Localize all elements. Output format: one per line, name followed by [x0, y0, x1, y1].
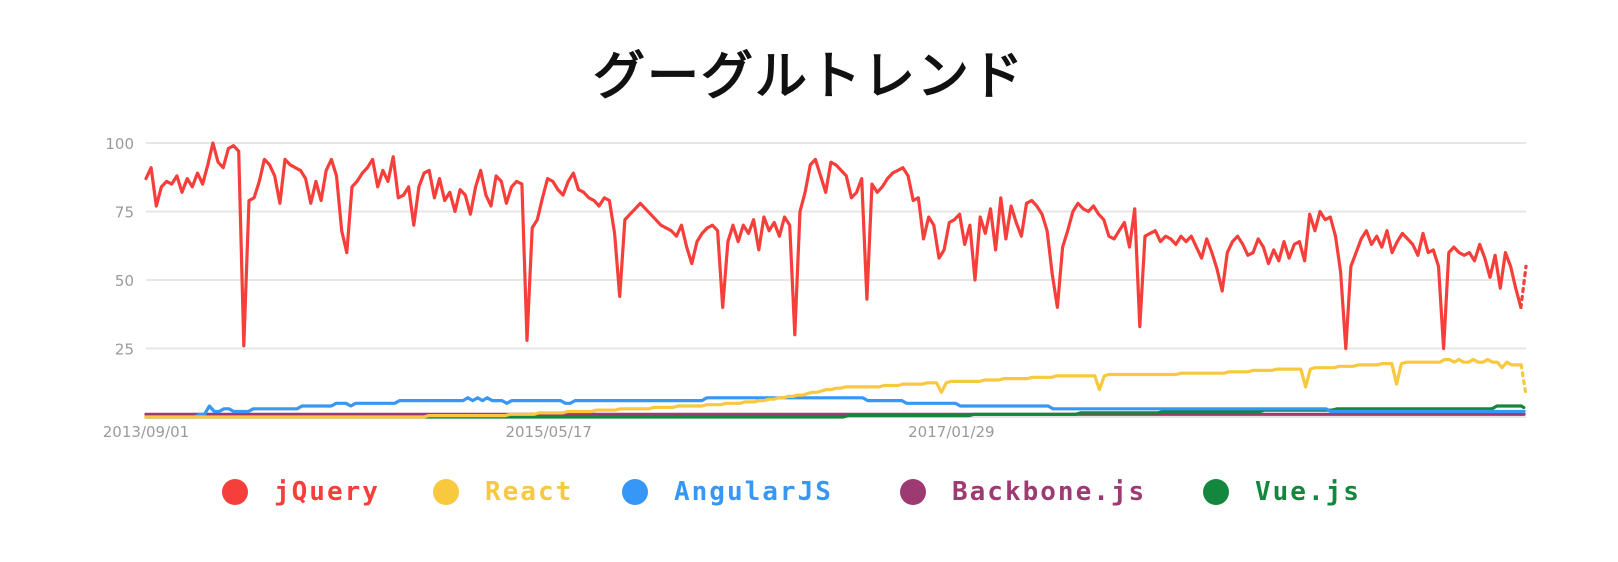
- legend-item-vue: Vue.js: [1203, 470, 1361, 514]
- legend-item-react: React: [433, 470, 573, 514]
- legend-swatch: [1203, 479, 1229, 505]
- series-line-angularjs: [144, 396, 1523, 419]
- x-tick-label: 2017/01/29: [908, 423, 994, 441]
- series-line-jquery: [144, 141, 1523, 351]
- series-partial-segment-jquery: [1519, 264, 1528, 309]
- series-line-react: [144, 357, 1523, 419]
- legend-swatch: [622, 479, 648, 505]
- series-partial-segment-vue: [1519, 404, 1528, 411]
- legend-label: Backbone.js: [952, 477, 1147, 507]
- x-tick-label: 2013/09/01: [103, 423, 189, 441]
- legend-swatch: [433, 479, 459, 505]
- legend-item-backbone: Backbone.js: [900, 470, 1146, 514]
- y-tick-label: 50: [115, 272, 134, 290]
- chart-legend: jQuery React AngularJS Backbone.js Vue.js: [0, 470, 1618, 514]
- y-tick-label: 100: [105, 135, 134, 153]
- chart-title: グーグルトレンド: [592, 47, 1025, 107]
- legend-label: React: [485, 477, 574, 507]
- legend-swatch: [222, 479, 248, 505]
- legend-swatch: [900, 479, 926, 505]
- legend-label: Vue.js: [1255, 477, 1361, 507]
- legend-item-angularjs: AngularJS: [622, 470, 833, 514]
- series-partial-segment-react: [1519, 363, 1528, 397]
- legend-label: AngularJS: [674, 477, 833, 507]
- x-tick-label: 2015/05/17: [505, 423, 591, 441]
- legend-label: jQuery: [274, 477, 380, 507]
- legend-item-jquery: jQuery: [222, 470, 380, 514]
- y-tick-label: 75: [115, 204, 134, 222]
- y-tick-label: 25: [115, 341, 134, 359]
